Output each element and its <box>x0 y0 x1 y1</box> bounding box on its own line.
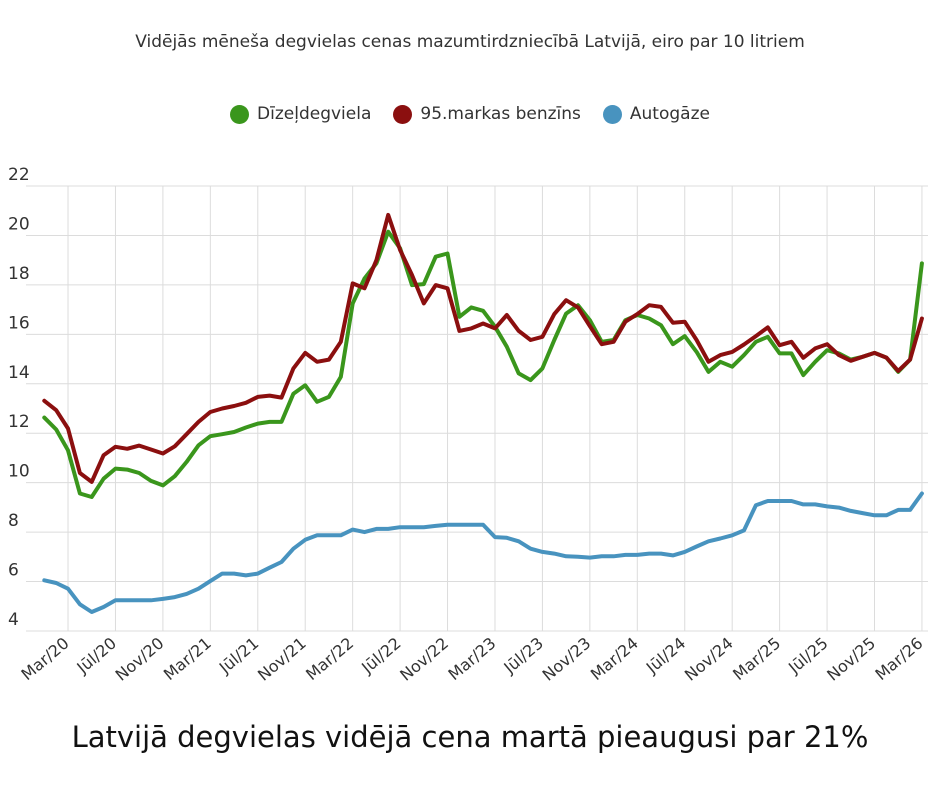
y-tick-label: 8 <box>8 511 19 531</box>
legend-item-petrol[interactable]: 95.markas benzīns <box>393 104 581 124</box>
y-tick-label: 16 <box>8 313 30 333</box>
legend-marker-lpg <box>602 104 622 124</box>
legend-marker-diesel <box>230 104 250 124</box>
x-tick-label: Nov/20 <box>112 634 168 685</box>
legend-label-petrol: 95.markas benzīns <box>420 104 581 124</box>
x-tick-label: Mar/25 <box>729 634 784 685</box>
headline: Latvijā degvielas vidējā cena martā piea… <box>71 720 869 754</box>
y-tick-label: 22 <box>8 165 30 185</box>
legend-marker-petrol <box>393 104 413 124</box>
x-tick-label: Mar/23 <box>444 634 499 685</box>
x-tick-label: Nov/23 <box>539 634 595 685</box>
x-tick-label: Nov/25 <box>823 634 879 685</box>
y-tick-label: 4 <box>8 610 19 630</box>
series-line-petrol <box>42 212 924 484</box>
y-tick-label: 6 <box>8 561 19 581</box>
legend-label-diesel: Dīzeļdegviela <box>257 104 372 124</box>
legend-label-lpg: Autogāze <box>629 104 710 124</box>
x-tick-label: Mar/22 <box>302 634 357 685</box>
y-tick-label: 14 <box>8 363 30 383</box>
x-tick-label: Nov/24 <box>681 634 737 685</box>
x-tick-label: Mar/20 <box>18 634 73 685</box>
series-line-lpg <box>42 491 924 614</box>
legend: Dīzeļdegviela 95.markas benzīns Autogāze <box>0 104 940 124</box>
x-tick-label: Nov/21 <box>254 634 310 685</box>
x-tick-label: Mar/21 <box>160 634 215 685</box>
series-line-diesel <box>42 229 924 499</box>
legend-item-diesel[interactable]: Dīzeļdegviela <box>230 104 371 124</box>
y-tick-label: 12 <box>8 412 30 432</box>
y-tick-label: 10 <box>8 462 30 482</box>
x-tick-label: Mar/26 <box>871 634 926 685</box>
legend-item-lpg[interactable]: Autogāze <box>602 104 710 124</box>
chart-title: Vidējās mēneša degvielas cenas mazumtird… <box>135 32 805 52</box>
x-tick-label: Mar/24 <box>587 634 642 685</box>
y-tick-label: 18 <box>8 264 30 284</box>
y-tick-label: 20 <box>8 214 30 234</box>
x-tick-label: Nov/22 <box>396 634 452 685</box>
